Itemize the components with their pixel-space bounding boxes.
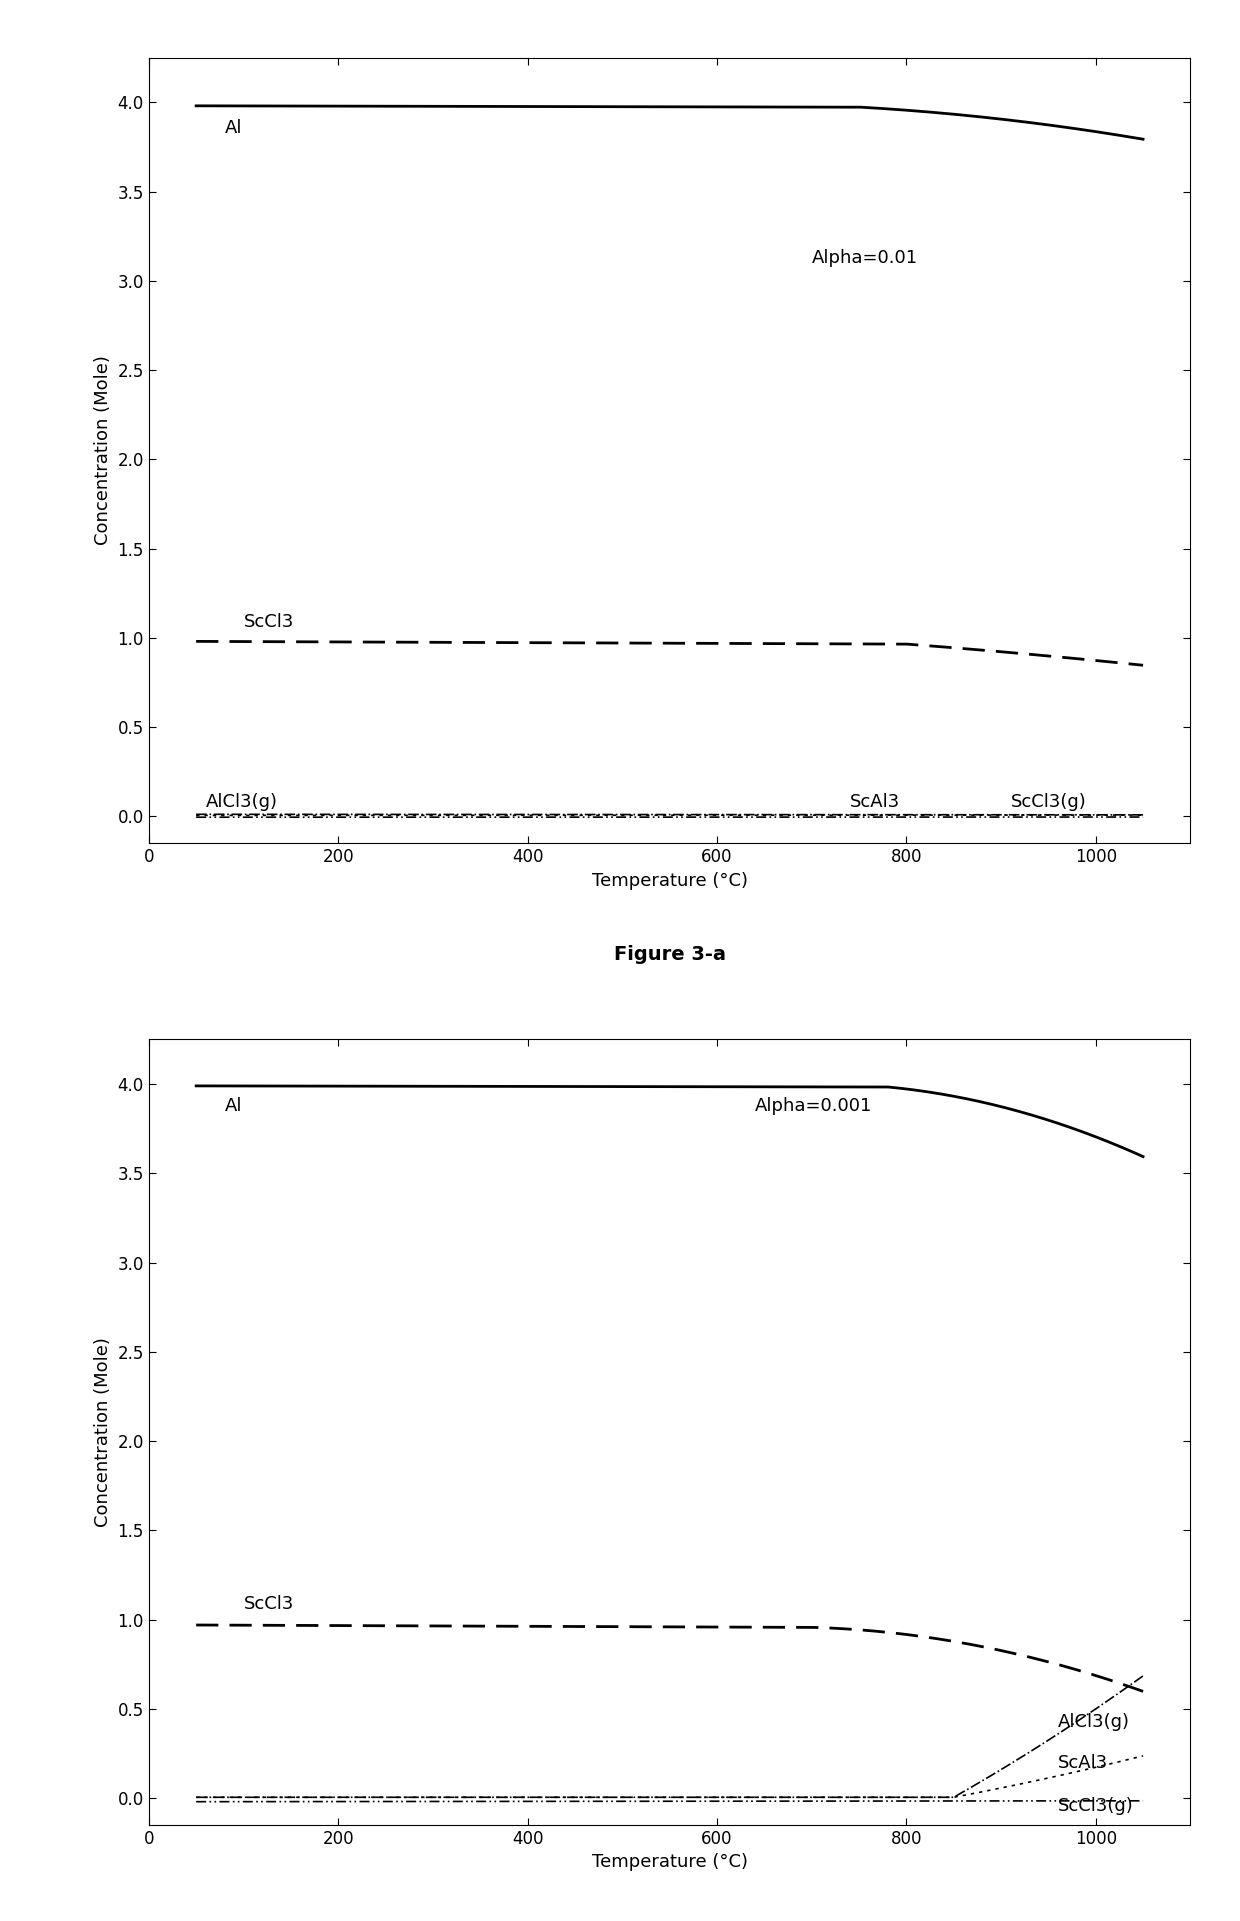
Text: Figure 3-a: Figure 3-a xyxy=(614,945,725,964)
Text: AlCl3(g): AlCl3(g) xyxy=(206,793,278,811)
Text: ScAl3: ScAl3 xyxy=(1058,1754,1109,1771)
Text: ScCl3(g): ScCl3(g) xyxy=(1011,793,1086,811)
Text: Al: Al xyxy=(224,1097,242,1114)
Text: ScCl3: ScCl3 xyxy=(243,1594,294,1614)
X-axis label: Temperature (°C): Temperature (°C) xyxy=(591,1854,748,1871)
X-axis label: Temperature (°C): Temperature (°C) xyxy=(591,872,748,889)
Text: Alpha=0.001: Alpha=0.001 xyxy=(755,1097,872,1114)
Y-axis label: Concentration (Mole): Concentration (Mole) xyxy=(94,1337,112,1527)
Y-axis label: Concentration (Mole): Concentration (Mole) xyxy=(94,355,112,546)
Text: ScCl3: ScCl3 xyxy=(243,613,294,632)
Text: Alpha=0.01: Alpha=0.01 xyxy=(812,250,918,267)
Text: AlCl3(g): AlCl3(g) xyxy=(1058,1714,1130,1731)
Text: Al: Al xyxy=(224,119,242,136)
Text: ScCl3(g): ScCl3(g) xyxy=(1058,1796,1133,1815)
Text: ScAl3: ScAl3 xyxy=(849,793,900,811)
